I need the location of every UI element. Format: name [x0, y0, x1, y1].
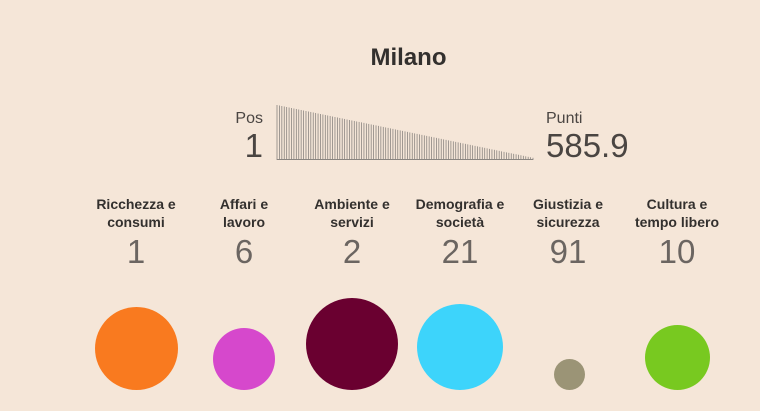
category-rank-giustizia-sicurezza: 91 [549, 233, 587, 270]
category-rank-ricchezza-consumi: 1 [126, 233, 146, 270]
category-bubble-demografia-societa[interactable] [417, 304, 503, 390]
category-rank-cultura-tempo-libero: 10 [658, 233, 696, 270]
city-title: Milano [370, 44, 447, 71]
category-bubble-cultura-tempo-libero[interactable] [644, 325, 710, 390]
category-bubble-ricchezza-consumi[interactable] [94, 307, 178, 390]
category-label-demografia-societa: Demografia e società [415, 196, 505, 230]
category-rank-demografia-societa: 21 [441, 233, 479, 270]
category-rank-affari-lavoro: 6 [234, 233, 254, 270]
points-label: Punti [546, 110, 583, 127]
category-label-ricchezza-consumi: Ricchezza e consumi [96, 196, 176, 230]
category-label-ambiente-servizi: Ambiente e servizi [314, 196, 390, 230]
ranking-distribution-chart [276, 105, 534, 160]
position-label: Pos [235, 110, 263, 127]
category-bubble-affari-lavoro[interactable] [213, 328, 275, 390]
category-rank-ambiente-servizi: 2 [342, 233, 362, 270]
category-bubble-ambiente-servizi[interactable] [306, 298, 398, 390]
category-label-cultura-tempo-libero: Cultura e tempo libero [634, 196, 719, 230]
points-value: 585.9 [546, 127, 629, 164]
position-value: 1 [244, 127, 263, 164]
category-bubble-giustizia-sicurezza[interactable] [553, 359, 585, 390]
category-label-giustizia-sicurezza: Giustizia e sicurezza [532, 196, 604, 230]
category-label-affari-lavoro: Affari e lavoro [219, 196, 269, 230]
